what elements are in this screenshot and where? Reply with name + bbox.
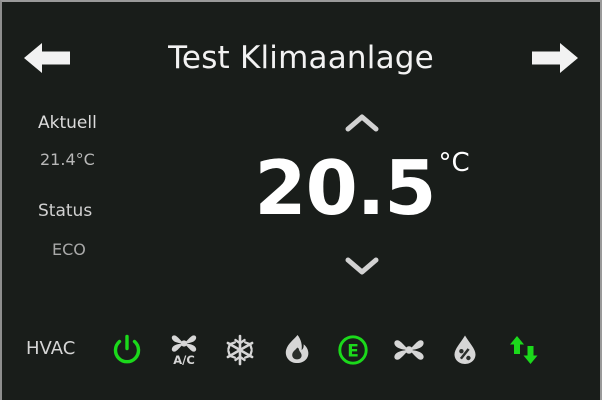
status-label: Status <box>38 201 93 221</box>
next-device-button[interactable] <box>528 38 582 78</box>
svg-text:E: E <box>347 342 359 362</box>
snowflake-icon <box>226 334 254 366</box>
hvac-heat-button[interactable] <box>279 332 315 368</box>
swing-arrows-icon <box>510 336 538 364</box>
humidity-icon <box>454 335 476 364</box>
hvac-fan-button[interactable] <box>391 332 427 368</box>
hvac-mode-bar: HVAC A/C <box>2 324 600 374</box>
flame-icon <box>285 335 309 364</box>
hvac-ac-button[interactable]: A/C <box>166 332 202 368</box>
hvac-dry-button[interactable] <box>447 332 483 368</box>
chevron-up-icon <box>345 114 379 132</box>
hvac-cool-button[interactable] <box>222 332 258 368</box>
hvac-eco-button[interactable]: E <box>335 332 371 368</box>
chevron-down-icon <box>345 257 379 275</box>
setpoint-unit: °C <box>438 148 470 178</box>
increase-temperature-button[interactable] <box>340 110 384 136</box>
current-temperature-label: Aktuell <box>38 113 97 133</box>
header: Test Klimaanlage <box>2 2 600 94</box>
page-title: Test Klimaanlage <box>168 40 434 76</box>
fan-icon <box>394 340 424 360</box>
status-column: Aktuell 21.4°C Status ECO <box>2 106 212 261</box>
hvac-swing-button[interactable] <box>505 332 541 368</box>
eco-circle-icon: E <box>338 335 368 365</box>
ac-fan-icon: A/C <box>171 335 197 367</box>
arrow-left-icon <box>24 43 70 73</box>
previous-device-button[interactable] <box>20 38 74 78</box>
hvac-label: HVAC <box>26 338 76 359</box>
setpoint-readout: 20.5 °C <box>217 140 507 240</box>
status-value: ECO <box>52 240 86 259</box>
power-icon <box>113 334 141 364</box>
setpoint-value: 20.5 <box>254 144 436 232</box>
current-temperature-value: 21.4°C <box>40 150 95 169</box>
decrease-temperature-button[interactable] <box>340 252 384 278</box>
arrow-right-icon <box>532 43 578 73</box>
hvac-power-button[interactable] <box>109 332 145 368</box>
setpoint-control: 20.5 °C <box>217 102 507 297</box>
svg-text:A/C: A/C <box>173 353 195 367</box>
